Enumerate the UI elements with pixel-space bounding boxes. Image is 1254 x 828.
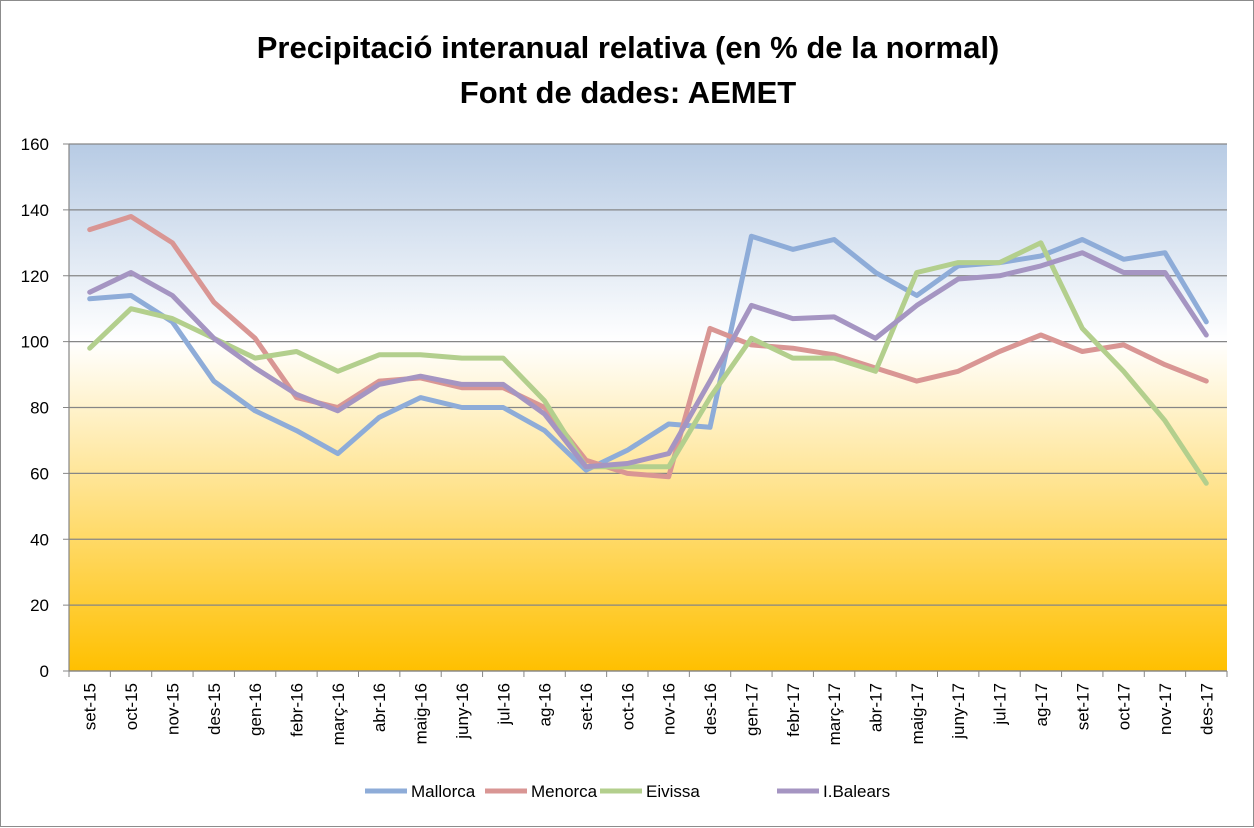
x-tick-label: març-17 — [825, 683, 844, 745]
x-tick-label: ag-16 — [536, 683, 555, 726]
series-line-menorca — [87, 214, 1209, 480]
y-tick-label: 20 — [30, 596, 49, 615]
x-tick-label: juny-16 — [453, 683, 472, 740]
x-tick-label: març-16 — [329, 683, 348, 745]
y-tick-label: 60 — [30, 464, 49, 483]
y-tick-label: 140 — [21, 201, 49, 220]
x-axis: set-15 oct-15 nov-15 des-15 gen-16 febr-16 mar… — [68, 670, 1228, 745]
x-tick-label: gen-16 — [246, 683, 265, 736]
chart-title-line-2: Font de dades: AEMET — [460, 75, 796, 110]
x-tick-label: gen-17 — [742, 683, 761, 736]
x-tick-label: set-16 — [577, 683, 596, 730]
x-tick-label: maig-16 — [412, 683, 431, 744]
y-tick-label: 120 — [21, 267, 49, 286]
x-tick-label: febr-17 — [784, 683, 803, 737]
chart-title-line-1: Precipitació interanual relativa (en % d… — [257, 30, 1000, 65]
y-tick-label: 80 — [30, 399, 49, 418]
series-line-mallorca — [87, 233, 1209, 473]
x-tick-label: oct-16 — [618, 683, 637, 730]
x-tick-label: des-17 — [1197, 683, 1216, 735]
legend-label-eivissa: Eivissa — [646, 782, 700, 801]
x-tick-label: abr-16 — [370, 683, 389, 732]
legend-label-mallorca: Mallorca — [411, 782, 476, 801]
x-tick-label: febr-16 — [287, 683, 306, 737]
y-tick-label: 0 — [40, 662, 49, 681]
x-tick-label: jul-17 — [991, 683, 1010, 726]
series-line-eivissa — [87, 240, 1209, 486]
legend-label-i-balears: I.Balears — [823, 782, 890, 801]
legend-label-menorca: Menorca — [531, 782, 598, 801]
x-tick-label: abr-17 — [866, 683, 885, 732]
y-axis: 0 20 40 60 80 100 120 140 160 — [21, 135, 70, 681]
y-tick-label: 160 — [21, 135, 49, 154]
x-tick-label: set-17 — [1073, 683, 1092, 730]
legend: Mallorca Menorca Eivissa I.Balears — [365, 782, 890, 801]
series-lines — [87, 214, 1209, 486]
x-tick-label: juny-17 — [949, 683, 968, 740]
x-tick-label: nov-17 — [1156, 683, 1175, 735]
y-tick-label: 40 — [30, 530, 49, 549]
x-tick-label: nov-15 — [163, 683, 182, 735]
x-tick-label: des-16 — [701, 683, 720, 735]
x-tick-label: maig-17 — [908, 683, 927, 744]
x-tick-label: nov-16 — [660, 683, 679, 735]
x-tick-label: jul-16 — [494, 683, 513, 726]
y-tick-label: 100 — [21, 333, 49, 352]
x-tick-label: set-15 — [81, 683, 100, 730]
x-tick-label: ag-17 — [1032, 683, 1051, 726]
x-tick-label: oct-17 — [1115, 683, 1134, 730]
x-tick-label: des-15 — [205, 683, 224, 735]
x-tick-label: oct-15 — [122, 683, 141, 730]
series-line-i-balears — [87, 250, 1209, 470]
